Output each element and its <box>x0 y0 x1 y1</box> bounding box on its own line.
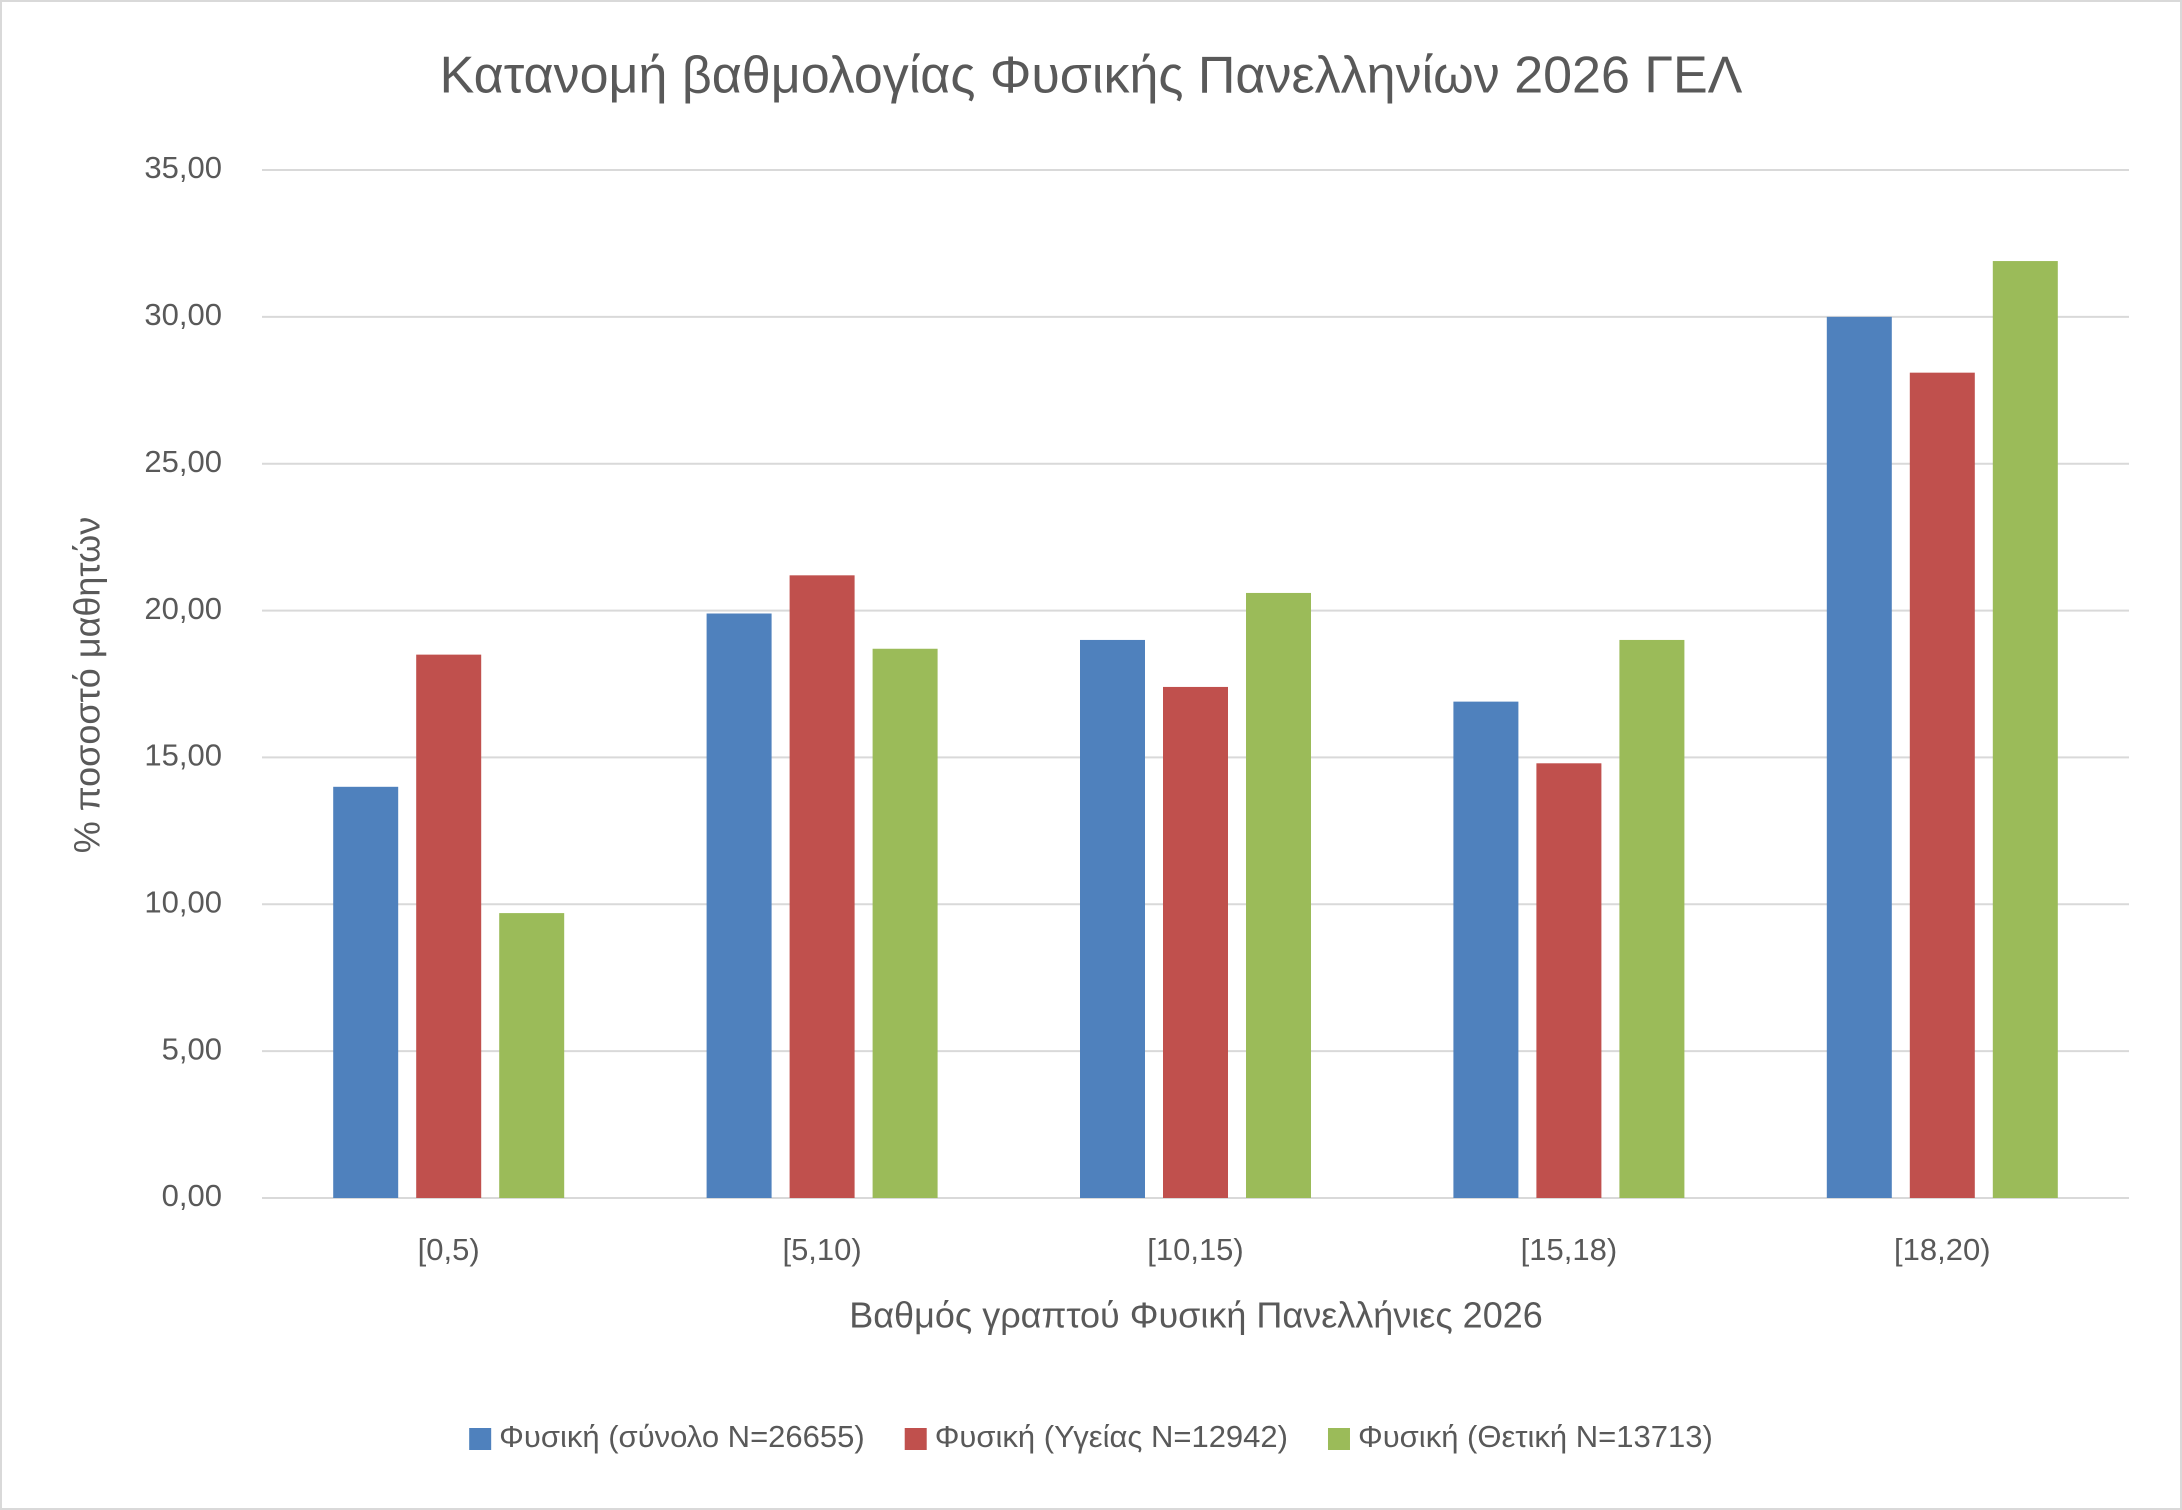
bar <box>789 575 855 1198</box>
bar <box>1536 763 1602 1198</box>
bar <box>1909 372 1975 1199</box>
bar <box>1163 686 1228 1198</box>
y-tick-label: 10,00 <box>144 884 222 919</box>
x-tick-label: [18,20) <box>1894 1232 1991 1267</box>
y-tick-label: 25,00 <box>144 444 222 479</box>
y-tick-label: 30,00 <box>144 297 222 332</box>
legend-swatch <box>1327 1428 1350 1450</box>
legend-swatch <box>904 1428 927 1450</box>
x-tick-label: [10,15) <box>1147 1232 1244 1267</box>
legend-swatch <box>469 1428 492 1450</box>
bar <box>1992 261 2058 1199</box>
bar <box>499 913 565 1198</box>
y-tick-label: 5,00 <box>162 1031 222 1066</box>
x-tick-label: [0,5) <box>418 1232 480 1267</box>
bar <box>872 648 938 1198</box>
y-tick-label: 15,00 <box>144 738 222 773</box>
bar <box>416 654 482 1198</box>
y-tick-label: 35,00 <box>144 150 222 185</box>
bar <box>1453 701 1519 1198</box>
legend-label: Φυσική (σύνολο N=26655) <box>499 1419 865 1454</box>
bar <box>1619 639 1685 1198</box>
legend-label: Φυσική (Υγείας N=12942) <box>935 1419 1288 1454</box>
legend-label: Φυσική (Θετική N=13713) <box>1358 1419 1713 1454</box>
y-tick-label: 20,00 <box>144 591 222 626</box>
y-axis-label: % ποσοστό μαθητών <box>67 517 108 853</box>
chart-title: Κατανομή βαθμολογίας Φυσικής Πανελληνίων… <box>440 47 1743 105</box>
bar <box>333 786 399 1198</box>
bar <box>1080 639 1145 1198</box>
bar <box>1826 316 1892 1198</box>
bar <box>706 613 772 1198</box>
x-axis-label: Βαθμός γραπτού Φυσική Πανελλήνιες 2026 <box>849 1295 1543 1336</box>
x-tick-label: [15,18) <box>1521 1232 1618 1267</box>
bar <box>1246 592 1311 1198</box>
y-tick-label: 0,00 <box>162 1178 222 1213</box>
x-tick-label: [5,10) <box>782 1232 861 1267</box>
